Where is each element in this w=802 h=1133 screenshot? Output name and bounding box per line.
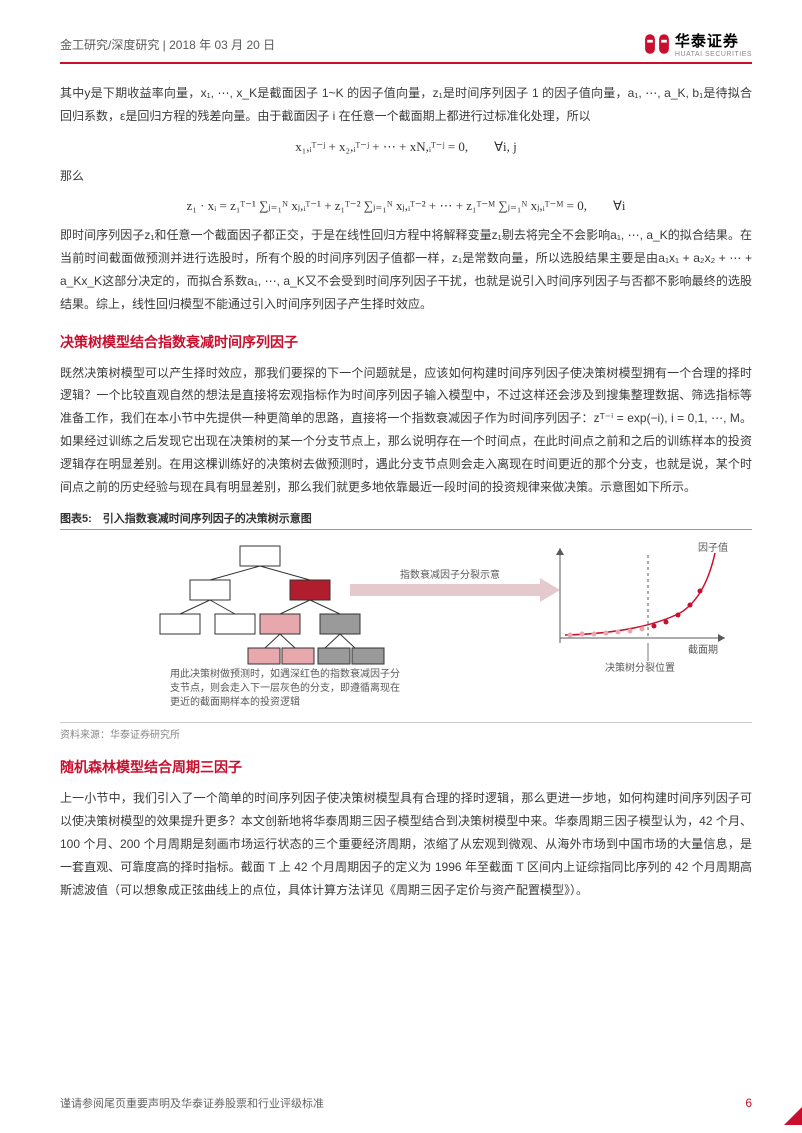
page-footer: 谨请参阅尾页重要声明及华泰证券股票和行业评级标准 6 (60, 1095, 752, 1111)
para3: 即时间序列因子z₁和任意一个截面因子都正交，于是在线性回归方程中将解释变量z₁剔… (60, 224, 752, 315)
disclaimer: 谨请参阅尾页重要声明及华泰证券股票和行业评级标准 (60, 1095, 324, 1111)
para2: 那么 (60, 165, 752, 188)
page-number: 6 (745, 1096, 752, 1110)
fig5-yaxis-label: 因子值 (698, 541, 728, 554)
fig5-diagram: 指数衰减因子分裂示意 因子值 截面期 (60, 538, 752, 718)
logo-text-en: HUATAI SECURITIES (675, 51, 752, 58)
breadcrumb: 金工研究/深度研究 | 2018 年 03 月 20 日 (60, 36, 275, 53)
formula2: z₁ · xᵢ = z₁ᵀ⁻¹ ∑ⱼ₌₁ᴺ xⱼ,ᵢᵀ⁻¹ + z₁ᵀ⁻² ∑ⱼ… (60, 195, 752, 214)
fig5-source: 资料来源：华泰证券研究所 (60, 722, 752, 741)
para4: 既然决策树模型可以产生择时效应，那我们要探的下一个问题就是，应该如何构建时间序列… (60, 362, 752, 499)
fig5-splitpos-label: 决策树分裂位置 (605, 661, 675, 674)
formula1: x₁,ᵢᵀ⁻ʲ + x₂,ᵢᵀ⁻ʲ + ⋯ + xN,ᵢᵀ⁻ʲ = 0, ∀i,… (60, 136, 752, 155)
logo-text-cn: 华泰证券 (675, 30, 752, 51)
section1-title: 决策树模型结合指数衰减时间序列因子 (60, 332, 752, 352)
logo: 华泰证券 HUATAI SECURITIES (643, 30, 752, 58)
huatai-logo-icon (643, 30, 671, 58)
para1: 其中y是下期收益率向量，x₁, ⋯, x_K是截面因子 1~K 的因子值向量，z… (60, 82, 752, 128)
page-header: 金工研究/深度研究 | 2018 年 03 月 20 日 华泰证券 HUATAI… (60, 30, 752, 64)
fig5-caption: 用此决策树做预测时，如遇深红色的指数衰减因子分支节点，则会走入下一层灰色的分支，… (170, 668, 400, 710)
para5: 上一小节中，我们引入了一个简单的时间序列因子使决策树模型具有合理的择时逻辑，那么… (60, 787, 752, 901)
section2-title: 随机森林模型结合周期三因子 (60, 757, 752, 777)
fig5-xaxis-label: 截面期 (688, 643, 718, 656)
fig5-title: 图表5: 引入指数衰减时间序列因子的决策树示意图 (60, 510, 752, 530)
fig5-split-label: 指数衰减因子分裂示意 (400, 568, 500, 581)
